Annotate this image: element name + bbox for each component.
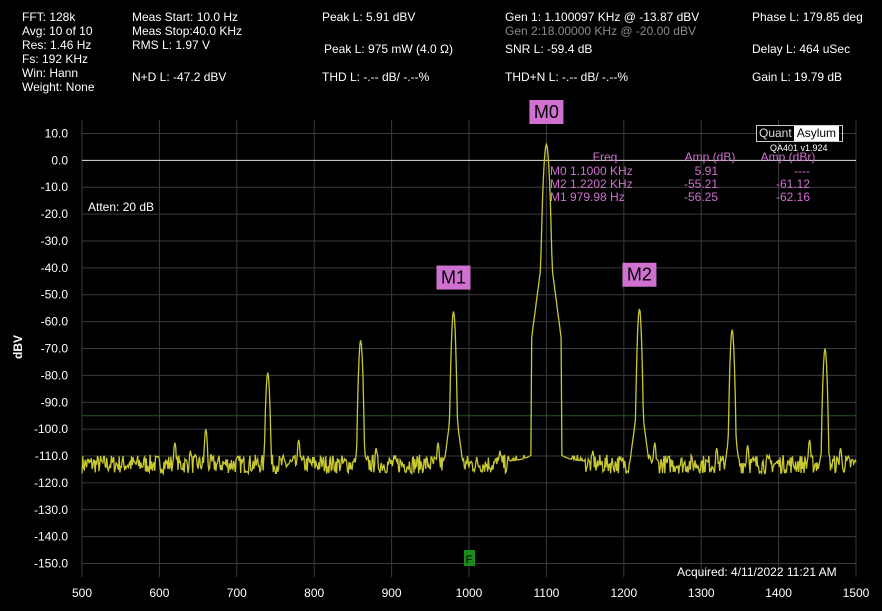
x-tick-label: 700 — [227, 586, 247, 600]
meas-start-label: Meas Start: 10.0 Hz — [132, 10, 239, 24]
marker-label: M1 — [441, 268, 466, 288]
table-cell: -55.21 — [684, 177, 718, 191]
chart-grid — [81, 120, 857, 577]
table-header: Amp (dBr) — [761, 150, 816, 164]
table-header: Amp (dB) — [685, 150, 736, 164]
x-axis-ticks: 500 600 700 800 900 1000 1100 1200 1300 1400 1500 — [72, 586, 870, 600]
y-tick-label: 0.0 — [51, 153, 68, 167]
weighting-label: Weight: None — [22, 80, 95, 94]
x-tick-label: 1400 — [765, 586, 792, 600]
y-tick-label: -10.0 — [41, 180, 69, 194]
gen2-label: Gen 2:18.00000 KHz @ -20.00 dBV — [505, 24, 696, 38]
table-cell: 1.2202 KHz — [570, 177, 633, 191]
marker-box — [622, 262, 657, 287]
averages-label: Avg: 10 of 10 — [22, 24, 93, 38]
sample-rate-label: Fs: 192 KHz — [22, 52, 89, 66]
gen1-label: Gen 1: 1.100097 KHz @ -13.87 dBV — [505, 10, 700, 24]
table-cell: M0 — [550, 164, 567, 178]
resolution-label: Res: 1.46 Hz — [22, 38, 92, 52]
marker-m1: M1 — [436, 265, 471, 290]
f-marker-box — [464, 550, 475, 566]
table-cell: -62.16 — [776, 190, 810, 204]
marker-box — [529, 100, 564, 124]
table-cell: 1.1000 KHz — [570, 164, 633, 178]
f-marker-label: F — [466, 554, 473, 566]
x-tick-label: 1100 — [533, 586, 559, 600]
y-tick-label: -150.0 — [34, 557, 68, 571]
y-tick-label: -110.0 — [35, 449, 68, 463]
y-tick-label: -20.0 — [41, 207, 69, 221]
y-tick-label: -90.0 — [41, 395, 69, 409]
y-tick-label: -100.0 — [34, 422, 68, 436]
peak-dbv-label: Peak L: 5.91 dBV — [322, 10, 416, 24]
marker-m2: M2 — [622, 262, 657, 287]
y-tick-label: -140.0 — [34, 530, 68, 544]
logo-part2: Asylum — [793, 126, 840, 141]
table-header: Freq — [593, 150, 618, 164]
y-tick-label: 10.0 — [45, 126, 69, 140]
y-tick-label: -130.0 — [34, 503, 68, 517]
x-tick-label: 600 — [149, 586, 169, 600]
y-tick-label: -120.0 — [34, 476, 68, 490]
y-tick-label: -30.0 — [41, 234, 69, 248]
table-cell: M2 — [550, 177, 567, 191]
quantasylum-logo: Quant Asylum — [756, 125, 843, 142]
peak-mw-label: Peak L: 975 mW (4.0 Ω) — [324, 42, 454, 56]
x-tick-label: 1000 — [456, 586, 483, 600]
header-col1: FFT: 128k Avg: 10 of 10 Res: 1.46 Hz Fs:… — [22, 10, 95, 94]
table-cell: ---- — [794, 164, 810, 178]
logo-part1: Quant — [757, 126, 794, 141]
fft-size-label: FFT: 128k — [22, 10, 76, 24]
marker-m0: M0 — [529, 100, 564, 124]
acquired-label: Acquired: 4/11/2022 11:21 AM — [677, 565, 837, 579]
n-plus-d-label: N+D L: -47.2 dBV — [132, 70, 227, 84]
table-cell: 979.98 Hz — [570, 190, 625, 204]
f-marker: F — [464, 550, 475, 566]
x-tick-label: 500 — [72, 586, 92, 600]
marker-table: Freq Amp (dB) Amp (dBr) M0 1.1000 KHz 5.91 ---… — [550, 150, 815, 204]
x-tick-label: 1200 — [610, 586, 637, 600]
y-tick-label: -50.0 — [41, 288, 69, 302]
snr-label: SNR L: -59.4 dB — [505, 42, 593, 56]
y-tick-label: -60.0 — [41, 315, 69, 329]
y-tick-label: -40.0 — [41, 261, 69, 275]
table-cell: 5.91 — [695, 164, 719, 178]
version-label: QA401 v1.924 — [770, 143, 828, 153]
atten-label: Atten: 20 dB — [88, 200, 154, 214]
delay-label: Delay L: 464 uSec — [752, 42, 851, 56]
rms-label: RMS L: 1.97 V — [132, 38, 211, 52]
marker-label: M2 — [627, 265, 652, 285]
meas-stop-label: Meas Stop:40.0 KHz — [132, 24, 243, 38]
y-axis-ticks: 10.0 0.0 -10.0 -20.0 -30.0 -40.0 -50.0 -60.0 -70… — [34, 126, 68, 570]
y-tick-label: -70.0 — [41, 342, 69, 356]
window-label: Win: Hann — [22, 66, 79, 80]
spectrum-trace — [81, 142, 857, 476]
y-axis-label: dBV — [11, 335, 25, 359]
thd-label: THD L: -.-- dB/ -.--% — [322, 70, 430, 84]
phase-label: Phase L: 179.85 deg — [752, 10, 863, 24]
table-cell: -61.12 — [776, 177, 810, 191]
spectrum-line — [81, 142, 857, 476]
table-cell: -56.25 — [684, 190, 718, 204]
gain-label: Gain L: 19.79 dB — [752, 70, 843, 84]
x-tick-label: 900 — [382, 586, 402, 600]
thd-n-label: THD+N L: -.-- dB/ -.--% — [505, 70, 629, 84]
marker-label: M0 — [534, 102, 559, 122]
marker-box — [436, 265, 471, 290]
x-tick-label: 800 — [304, 586, 324, 600]
table-cell: M1 — [550, 190, 567, 204]
x-tick-label: 1500 — [843, 586, 870, 600]
y-tick-label: -80.0 — [41, 368, 69, 382]
x-tick-label: 1300 — [688, 586, 715, 600]
